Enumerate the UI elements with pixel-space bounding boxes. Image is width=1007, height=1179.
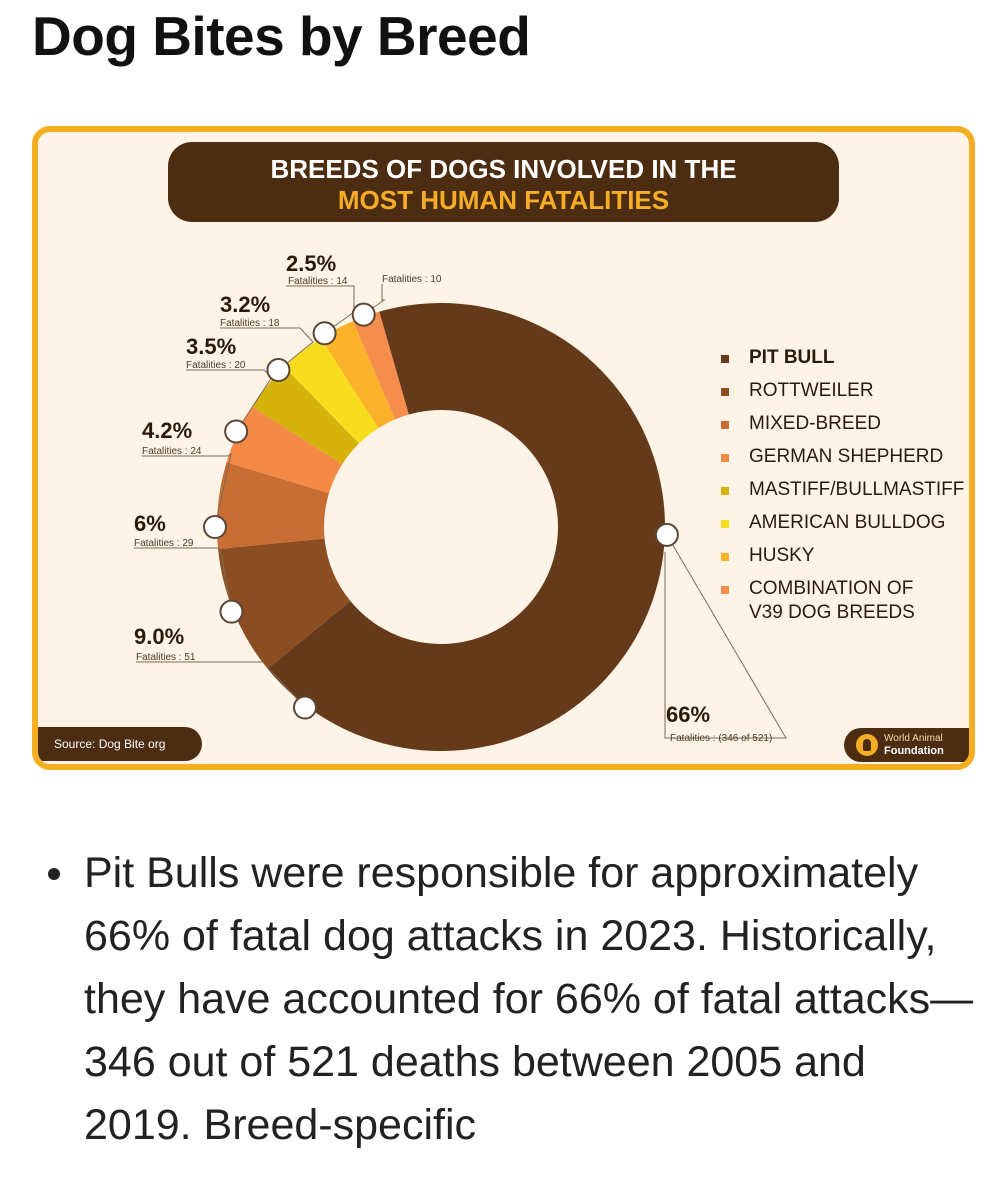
slice-combination-of-v39-dog-breeds — [353, 311, 409, 420]
chart-legend: PIT BULL ROTTWEILER MIXED-BREED GERMAN SHEP… — [721, 346, 964, 634]
legend-label: GERMAN SHEPHERD — [749, 446, 944, 467]
data-label-fatalities: Fatalities : 51 — [136, 652, 196, 663]
legend-label: ROTTWEILER — [749, 380, 874, 401]
slice-mastiff-bullmastiff — [252, 366, 360, 465]
callout-marker — [292, 695, 317, 720]
source-label: Source: Dog Bite org — [38, 727, 202, 761]
data-label-fatalities: Fatalities : 10 — [382, 274, 442, 285]
legend-item: HUSKY — [721, 544, 964, 568]
callout-marker — [219, 599, 244, 624]
legend-label: PIT BULL — [749, 347, 835, 368]
slice-husky — [320, 320, 396, 429]
legend-label: MASTIFF/BULLMASTIFF — [749, 479, 965, 500]
banner-line-1: BREEDS OF DOGS INVOLVED IN THE — [270, 154, 737, 184]
callout-marker — [224, 419, 249, 444]
infographic-card: BREEDS OF DOGS INVOLVED IN THE MOST HUMA… — [32, 126, 975, 770]
data-label-fatalities: Fatalities : 14 — [288, 276, 348, 287]
donut-chart: 66% Fatalities : (346 of 521) 9.0% Fataliti… — [134, 251, 787, 751]
callout-marker — [312, 321, 337, 346]
legend-swatch — [721, 454, 729, 462]
data-label-percent: 4.2% — [142, 418, 192, 443]
data-label-percent: 3.2% — [220, 292, 270, 317]
slice-rottweiler — [218, 538, 351, 669]
banner-line-2: MOST HUMAN FATALITIES — [337, 185, 670, 215]
leader-line — [664, 534, 787, 739]
data-label-fatalities: Fatalities : 20 — [186, 360, 246, 371]
data-label-percent: 6% — [134, 511, 166, 536]
legend-label: AMERICAN BULLDOG — [749, 512, 946, 533]
callout-marker — [203, 515, 227, 539]
legend-swatch — [721, 421, 729, 429]
slice-german-shepherd — [226, 406, 343, 494]
paw-logo-icon — [856, 734, 878, 756]
legend-swatch — [721, 586, 729, 594]
brand-badge: World Animal Foundation — [844, 728, 969, 762]
leader-line — [142, 452, 232, 528]
callout-marker — [266, 358, 291, 383]
legend-item: PIT BULL — [721, 346, 964, 370]
data-label-fatalities: Fatalities : 24 — [142, 446, 202, 457]
callout-marker — [654, 522, 679, 547]
legend-label: HUSKY — [749, 545, 815, 566]
legend-item: COMBINATION OF V39 DOG BREEDS — [721, 577, 964, 625]
legend-item: MIXED-BREED — [721, 412, 964, 436]
bullet-list-item: Pit Bulls were responsible for approxima… — [44, 842, 984, 1157]
leader-line — [134, 547, 232, 612]
legend-swatch — [721, 553, 729, 561]
legend-swatch — [721, 487, 729, 495]
data-label-fatalities: Fatalities : 29 — [134, 538, 194, 549]
leader-line — [220, 327, 314, 371]
bullet-icon — [48, 868, 60, 880]
bullet-text: Pit Bulls were responsible for approxima… — [84, 849, 974, 1149]
legend-item: AMERICAN BULLDOG — [721, 511, 964, 535]
data-label-percent: 3.5% — [186, 334, 236, 359]
brand-line-2: Foundation — [884, 745, 944, 757]
data-label-fatalities: Fatalities : 18 — [220, 318, 280, 329]
legend-label: COMBINATION OF V39 DOG BREEDS — [749, 578, 915, 623]
leader-line — [363, 284, 386, 316]
brand-line-1: World Animal — [884, 733, 943, 744]
legend-swatch — [721, 520, 729, 528]
data-label-percent: 66% — [666, 702, 710, 727]
legend-swatch — [721, 388, 729, 396]
legend-item: GERMAN SHEPHERD — [721, 445, 964, 469]
data-label-percent: 2.5% — [286, 251, 336, 276]
data-label-percent: 9.0% — [134, 624, 184, 649]
legend-swatch — [721, 355, 729, 363]
legend-label: MIXED-BREED — [749, 413, 881, 434]
legend-item: MASTIFF/BULLMASTIFF — [721, 478, 964, 502]
chart-banner: BREEDS OF DOGS INVOLVED IN THE MOST HUMA… — [168, 142, 839, 222]
callout-marker — [351, 302, 376, 327]
leader-line — [136, 661, 306, 708]
page-title: Dog Bites by Breed — [32, 5, 531, 67]
slice-mixed-breed — [216, 462, 329, 549]
slice-american-bulldog — [284, 337, 379, 444]
leader-line — [286, 285, 355, 334]
slice-pit-bull — [267, 303, 666, 751]
legend-item: ROTTWEILER — [721, 379, 964, 403]
data-label-fatalities: Fatalities : (346 of 521) — [670, 733, 772, 744]
